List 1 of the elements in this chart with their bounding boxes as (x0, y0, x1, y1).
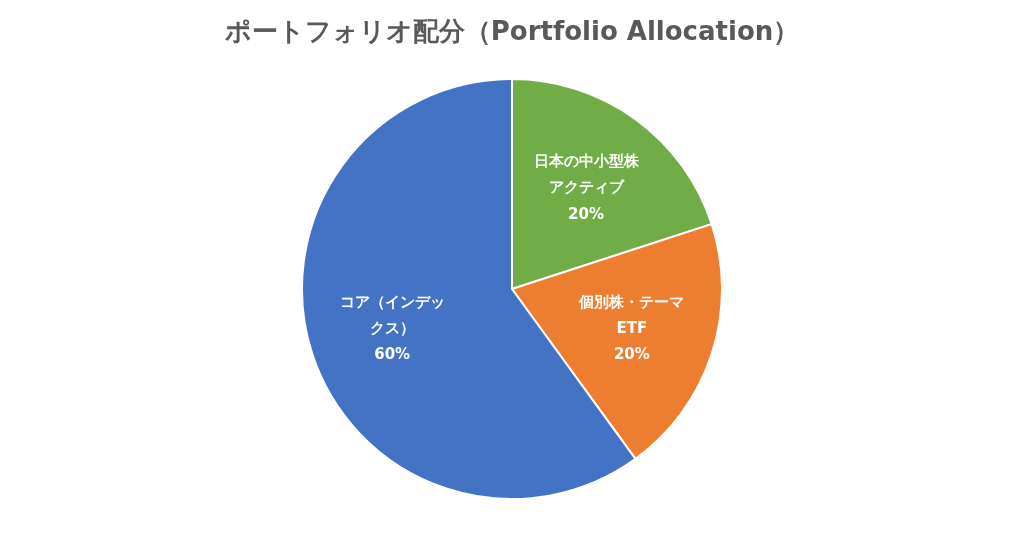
title: ポートフォリオ配分（Portfolio Allocation） (223, 15, 801, 48)
